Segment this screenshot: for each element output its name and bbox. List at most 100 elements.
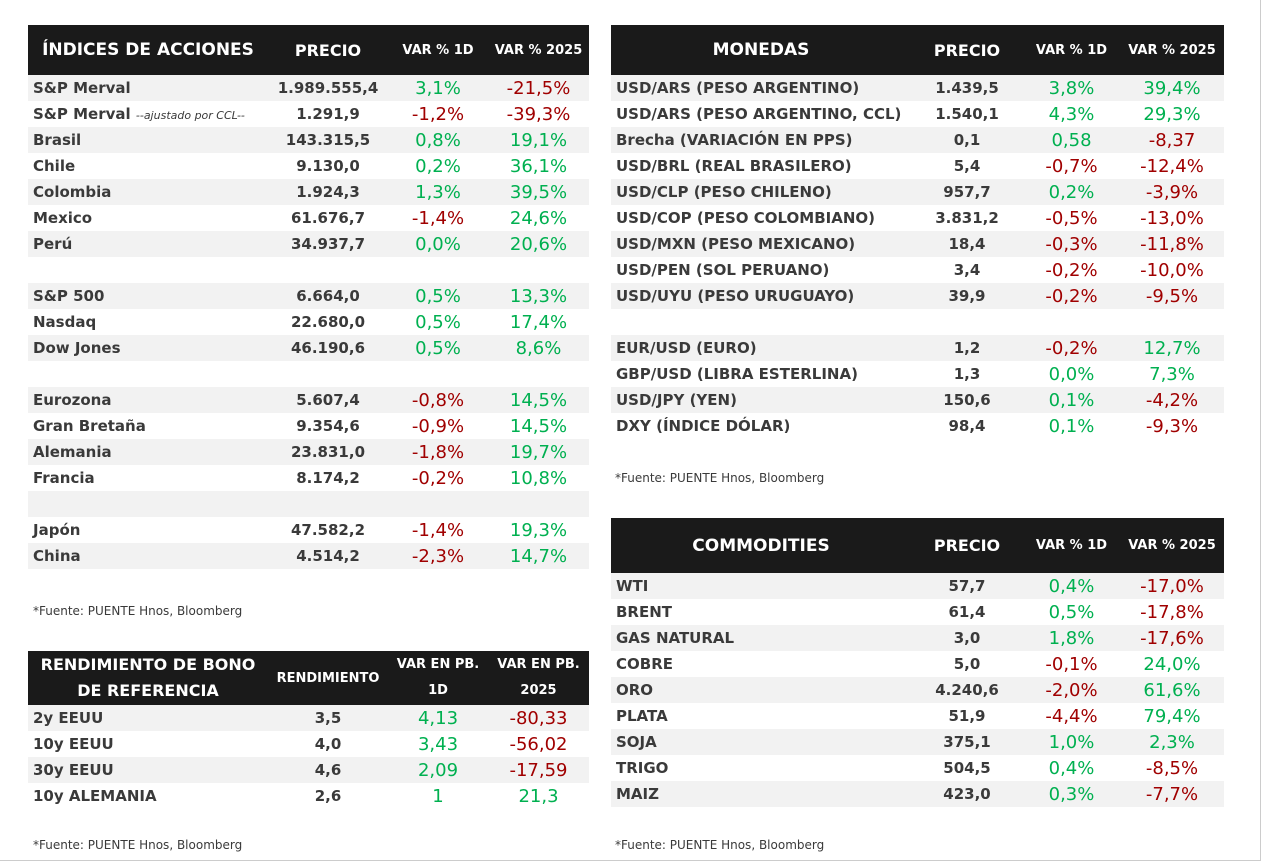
row-name-cell: Colombia — [28, 179, 268, 205]
row-name: COBRE — [616, 655, 673, 673]
row-name: GBP/USD (LIBRA ESTERLINA) — [616, 365, 858, 383]
var-1d-value: -0,3% — [1023, 231, 1120, 257]
table-row: USD/ARS (PESO ARGENTINO, CCL) 1.540,1 4,3%… — [611, 101, 1224, 127]
commodities-table: COMMODITIES PRECIO VAR % 1D VAR % 2025 WTI 57… — [611, 518, 1224, 807]
var-1d-value: -1,2% — [411, 103, 465, 125]
var-1d-value: -0,2% — [1045, 259, 1098, 281]
row-name: S&P 500 — [33, 287, 105, 305]
table-row: USD/ARS (PESO ARGENTINO) 1.439,5 3,8% 39,4% — [611, 75, 1224, 101]
var-1d-value: -0,2% — [1023, 283, 1120, 309]
var-1d-value: 1 — [432, 785, 444, 807]
price-value: 18,4 — [911, 231, 1023, 257]
row-name: USD/JPY (YEN) — [616, 391, 737, 409]
row-name: China — [33, 547, 81, 565]
price-value: 23.831,0 — [268, 439, 388, 465]
table-row: USD/COP (PESO COLOMBIANO) 3.831,2 -0,5% -13… — [611, 205, 1224, 231]
table-row: Francia 8.174,2 -0,2% 10,8% — [28, 465, 589, 491]
price-value: 5.607,4 — [268, 387, 388, 413]
var-1d-value: -0,1% — [1045, 653, 1098, 675]
table-row: 30y EEUU 4,6 2,09 -17,59 — [28, 757, 589, 783]
var-2025-value: -7,7% — [1120, 781, 1224, 807]
row-name: Colombia — [33, 183, 112, 201]
table-row: EUR/USD (EURO) 1,2 -0,2% 12,7% — [611, 335, 1224, 361]
var-2025-value: -8,37 — [1120, 127, 1224, 153]
price-value: 51,9 — [948, 707, 986, 725]
row-name: S&P Merval — [33, 79, 131, 97]
empty-cell — [488, 491, 589, 517]
spacer-row — [28, 361, 589, 387]
price-value: 9.130,0 — [296, 157, 360, 175]
row-name: Japón — [33, 521, 81, 539]
price-value: 4.514,2 — [268, 543, 388, 569]
row-name-cell: GBP/USD (LIBRA ESTERLINA) — [611, 361, 911, 387]
var-1d-value: -0,5% — [1045, 207, 1098, 229]
var-1d-value: 0,5% — [1048, 601, 1095, 623]
price-value: 61,4 — [948, 603, 986, 621]
row-name: USD/COP (PESO COLOMBIANO) — [616, 209, 876, 227]
var-2025-value: 24,0% — [1143, 653, 1201, 675]
row-name-cell: China — [28, 543, 268, 569]
var-1d-value: 0,2% — [1023, 179, 1120, 205]
row-name: Mexico — [33, 209, 93, 227]
header-var-1d: VAR % 1D — [388, 25, 488, 75]
row-name: Nasdaq — [33, 313, 97, 331]
price-value: 6.664,0 — [268, 283, 388, 309]
var-2025-value: 21,3 — [518, 785, 559, 807]
row-name-cell: S&P 500 — [28, 283, 268, 309]
var-1d-value: -0,7% — [1045, 155, 1098, 177]
row-name: EUR/USD (EURO) — [616, 339, 757, 357]
table-row: USD/CLP (PESO CHILENO) 957,7 0,2% -3,9% — [611, 179, 1224, 205]
row-name: 30y EEUU — [33, 761, 114, 779]
row-name-cell: USD/ARS (PESO ARGENTINO, CCL) — [611, 101, 911, 127]
table-row: S&P 500 6.664,0 0,5% 13,3% — [28, 283, 589, 309]
row-name: Francia — [33, 469, 95, 487]
var-1d-value: -2,0% — [1023, 677, 1120, 703]
var-1d-value: 0,1% — [1048, 415, 1095, 437]
table-row: USD/BRL (REAL BRASILERO) 5,4 -0,7% -12,4% — [611, 153, 1224, 179]
commodities-source: *Fuente: PUENTE Hnos, Bloomberg — [615, 838, 825, 852]
var-1d-value: 0,5% — [388, 283, 488, 309]
var-2025-value: -17,8% — [1140, 601, 1204, 623]
var-1d-value: 0,4% — [1023, 573, 1120, 599]
row-name-cell: 2y EEUU — [28, 705, 268, 731]
row-name-cell: Alemania — [28, 439, 268, 465]
price-value: 957,7 — [911, 179, 1023, 205]
row-name-cell: TRIGO — [611, 755, 911, 781]
table-row: TRIGO 504,5 0,4% -8,5% — [611, 755, 1224, 781]
price-value: 1.291,9 — [296, 105, 360, 123]
row-name: ORO — [616, 681, 654, 699]
var-2025-value: 39,5% — [488, 179, 589, 205]
var-1d-value: 0,4% — [1048, 757, 1095, 779]
row-name-cell: USD/CLP (PESO CHILENO) — [611, 179, 911, 205]
var-2025-value: 17,4% — [509, 311, 568, 333]
bonds-source: *Fuente: PUENTE Hnos, Bloomberg — [33, 838, 243, 852]
var-2025-value: 20,6% — [488, 231, 589, 257]
var-2025-value: 39,4% — [1120, 75, 1224, 101]
row-name: BRENT — [616, 603, 673, 621]
price-value: 47.582,2 — [290, 521, 366, 539]
table-row: S&P Merval --ajustado por CCL-- 1.291,9 -1… — [28, 101, 589, 127]
var-1d-value: 4,3% — [1048, 103, 1095, 125]
var-2025-value: -17,0% — [1120, 573, 1224, 599]
table-row: GAS NATURAL 3,0 1,8% -17,6% — [611, 625, 1224, 651]
var-2025-value: 14,5% — [509, 415, 568, 437]
table-row: USD/JPY (YEN) 150,6 0,1% -4,2% — [611, 387, 1224, 413]
header-price: PRECIO — [911, 25, 1023, 75]
row-name-cell: Perú — [28, 231, 268, 257]
price-value: 3,0 — [911, 625, 1023, 651]
header-name: COMMODITIES — [611, 518, 911, 573]
var-1d-value: 0,58 — [1023, 127, 1120, 153]
row-name: Eurozona — [33, 391, 112, 409]
header-var-1d: VAR % 1D — [1023, 25, 1120, 75]
table-row: Brasil 143.315,5 0,8% 19,1% — [28, 127, 589, 153]
row-name-cell: Brasil — [28, 127, 268, 153]
price-value: 5,0 — [953, 655, 981, 673]
price-value: 423,0 — [911, 781, 1023, 807]
var-2025-value: 14,7% — [488, 543, 589, 569]
table-row: USD/UYU (PESO URUGUAYO) 39,9 -0,2% -9,5% — [611, 283, 1224, 309]
row-name-cell: Dow Jones — [28, 335, 268, 361]
table-row: SOJA 375,1 1,0% 2,3% — [611, 729, 1224, 755]
var-2025-value: 19,3% — [509, 519, 568, 541]
empty-cell — [388, 491, 488, 517]
row-name: MAIZ — [616, 785, 659, 803]
